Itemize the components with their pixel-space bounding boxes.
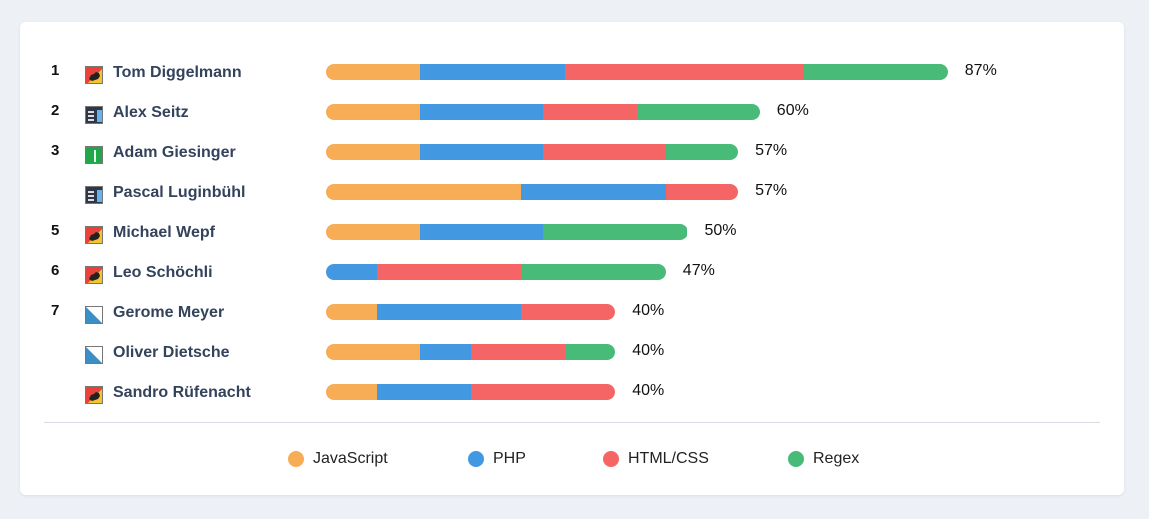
leaderboard-row: 5 Michael Wepf 50%: [20, 214, 1124, 254]
score-bar: [326, 344, 616, 360]
legend-dot-icon: [288, 451, 304, 467]
score-percentage: 40%: [632, 382, 665, 399]
rank-number: 3: [51, 142, 60, 159]
bar-segment-regex: [542, 224, 688, 240]
bar-segment-htmlcss: [376, 264, 522, 280]
leaderboard-row: Sandro Rüfenacht 40%: [20, 374, 1124, 414]
bar-segment-htmlcss: [542, 104, 637, 120]
bar-segment-php: [419, 224, 543, 240]
chart-legend: JavaScript PHP HTML/CSS Regex: [20, 450, 1124, 470]
legend-label: JavaScript: [313, 450, 388, 467]
flag-icon: [85, 266, 103, 284]
bar-segment-javascript: [326, 144, 420, 160]
bar-segment-php: [419, 144, 543, 160]
legend-label: PHP: [493, 450, 526, 467]
bar-segment-htmlcss: [542, 144, 666, 160]
bar-segment-regex: [803, 64, 948, 80]
bar-segment-php: [419, 104, 543, 120]
score-percentage: 47%: [682, 262, 715, 279]
legend-label: HTML/CSS: [628, 450, 709, 467]
bar-segment-javascript: [326, 384, 377, 400]
score-bar: [326, 104, 760, 120]
score-bar: [326, 384, 616, 400]
flag-icon: [85, 106, 103, 124]
bar-segment-regex: [665, 144, 739, 160]
score-bar: [326, 264, 666, 280]
bar-segment-php: [376, 384, 471, 400]
bar-segment-php: [521, 184, 666, 200]
participant-name: Oliver Dietsche: [113, 344, 230, 361]
rank-number: 2: [51, 102, 60, 119]
bar-segment-javascript: [326, 104, 420, 120]
legend-dot-icon: [603, 451, 619, 467]
flag-icon: [85, 226, 103, 244]
score-percentage: 50%: [704, 222, 737, 239]
bar-segment-htmlcss: [521, 304, 616, 320]
bar-segment-htmlcss: [564, 64, 804, 80]
rank-number: 7: [51, 302, 60, 319]
legend-dot-icon: [468, 451, 484, 467]
bar-segment-javascript: [326, 304, 377, 320]
bar-segment-php: [419, 64, 565, 80]
leaderboard-card: 1 Tom Diggelmann 87% 2 Alex Seitz 60% 3 Adam Gi…: [20, 22, 1124, 495]
participant-name: Michael Wepf: [113, 224, 215, 241]
leaderboard-row: 2 Alex Seitz 60%: [20, 94, 1124, 134]
legend-item: HTML/CSS: [603, 450, 709, 468]
rank-number: 5: [51, 222, 60, 239]
score-percentage: 57%: [755, 142, 788, 159]
score-percentage: 87%: [964, 62, 997, 79]
bar-segment-javascript: [326, 344, 420, 360]
bar-segment-php: [376, 304, 522, 320]
bar-segment-javascript: [326, 184, 522, 200]
flag-icon: [85, 306, 103, 324]
bar-segment-htmlcss: [665, 184, 739, 200]
leaderboard-row: 6 Leo Schöchli 47%: [20, 254, 1124, 294]
rank-number: 6: [51, 262, 60, 279]
flag-icon: [85, 146, 103, 164]
bar-segment-javascript: [326, 64, 420, 80]
score-percentage: 60%: [776, 102, 809, 119]
participant-name: Tom Diggelmann: [113, 64, 242, 81]
score-percentage: 40%: [632, 342, 665, 359]
flag-icon: [85, 386, 103, 404]
score-percentage: 40%: [632, 302, 665, 319]
participant-name: Leo Schöchli: [113, 264, 213, 281]
bar-segment-php: [326, 264, 377, 280]
bar-segment-javascript: [326, 224, 420, 240]
bar-segment-regex: [636, 104, 760, 120]
legend-label: Regex: [813, 450, 860, 467]
leaderboard-row: Oliver Dietsche 40%: [20, 334, 1124, 374]
participant-name: Sandro Rüfenacht: [113, 384, 251, 401]
leaderboard-row: 3 Adam Giesinger 57%: [20, 134, 1124, 174]
bar-segment-regex: [521, 264, 666, 280]
bar-segment-htmlcss: [470, 344, 565, 360]
participant-name: Adam Giesinger: [113, 144, 236, 161]
bar-segment-htmlcss: [470, 384, 616, 400]
legend-item: PHP: [468, 450, 526, 468]
leaderboard-row: Pascal Luginbühl 57%: [20, 174, 1124, 214]
rank-number: 1: [51, 62, 60, 79]
score-percentage: 57%: [755, 182, 788, 199]
participant-name: Alex Seitz: [113, 104, 189, 121]
flag-icon: [85, 66, 103, 84]
leaderboard-row: 1 Tom Diggelmann 87%: [20, 54, 1124, 94]
flag-icon: [85, 186, 103, 204]
divider: [44, 422, 1100, 423]
score-bar: [326, 224, 688, 240]
bar-segment-regex: [564, 344, 616, 360]
legend-item: JavaScript: [288, 450, 388, 468]
leaderboard-row: 7 Gerome Meyer 40%: [20, 294, 1124, 334]
participant-name: Pascal Luginbühl: [113, 184, 246, 201]
score-bar: [326, 144, 739, 160]
bar-segment-php: [419, 344, 471, 360]
flag-icon: [85, 346, 103, 364]
legend-item: Regex: [788, 450, 859, 468]
participant-name: Gerome Meyer: [113, 304, 225, 321]
legend-dot-icon: [788, 451, 804, 467]
score-bar: [326, 184, 739, 200]
score-bar: [326, 304, 616, 320]
score-bar: [326, 64, 948, 80]
